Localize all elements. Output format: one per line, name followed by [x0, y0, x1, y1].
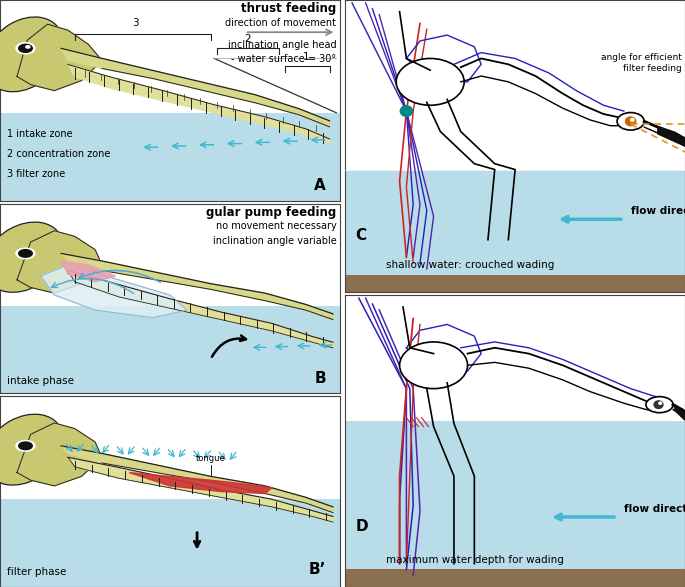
Polygon shape	[61, 446, 333, 512]
Polygon shape	[68, 65, 329, 143]
Ellipse shape	[0, 17, 64, 92]
Polygon shape	[17, 423, 102, 486]
Polygon shape	[68, 457, 333, 522]
Text: intake phase: intake phase	[7, 376, 74, 386]
Circle shape	[18, 44, 32, 52]
Ellipse shape	[0, 222, 64, 292]
Ellipse shape	[396, 59, 464, 105]
Text: 3: 3	[133, 18, 139, 28]
Polygon shape	[17, 231, 102, 293]
Circle shape	[18, 249, 32, 257]
Text: gular pump feeding: gular pump feeding	[206, 206, 336, 219]
Polygon shape	[17, 24, 102, 90]
Polygon shape	[675, 407, 685, 420]
Ellipse shape	[0, 414, 64, 485]
Text: 2: 2	[245, 34, 251, 44]
Text: flow direction: flow direction	[631, 206, 685, 217]
Polygon shape	[61, 254, 333, 319]
Bar	[345, 421, 685, 569]
Bar	[0, 113, 340, 201]
Text: 3 filter zone: 3 filter zone	[7, 169, 65, 179]
Circle shape	[651, 399, 665, 410]
Circle shape	[16, 43, 35, 54]
Text: maximum water depth for wading: maximum water depth for wading	[386, 555, 564, 565]
Text: direction of movement: direction of movement	[225, 18, 336, 28]
Circle shape	[659, 402, 662, 404]
Circle shape	[654, 401, 663, 409]
Bar	[345, 275, 685, 292]
Text: D: D	[356, 519, 368, 535]
Text: B: B	[314, 371, 326, 386]
Text: B’: B’	[309, 562, 326, 578]
Polygon shape	[61, 261, 116, 282]
Text: no movement necessary: no movement necessary	[216, 221, 336, 231]
Ellipse shape	[399, 342, 468, 389]
Polygon shape	[68, 271, 333, 348]
Bar	[345, 569, 685, 587]
Circle shape	[26, 46, 30, 48]
Text: shallow water: crouched wading: shallow water: crouched wading	[386, 260, 554, 270]
Text: A: A	[314, 178, 326, 193]
Polygon shape	[41, 265, 187, 318]
Text: inclination angle variable: inclination angle variable	[212, 237, 336, 247]
Text: C: C	[356, 228, 366, 242]
Circle shape	[18, 442, 32, 450]
Circle shape	[400, 106, 412, 116]
Polygon shape	[129, 473, 272, 494]
Circle shape	[16, 440, 35, 451]
Text: thrust feeding: thrust feeding	[241, 2, 336, 15]
Text: tongue: tongue	[196, 454, 225, 463]
Bar	[0, 499, 340, 587]
Text: 1: 1	[303, 52, 309, 62]
Circle shape	[631, 119, 634, 122]
Circle shape	[16, 248, 35, 259]
Ellipse shape	[646, 397, 673, 413]
Bar	[0, 306, 340, 393]
Text: 2 concentration zone: 2 concentration zone	[7, 149, 110, 159]
Circle shape	[625, 117, 636, 126]
Text: 1 intake zone: 1 intake zone	[7, 129, 73, 139]
Text: - water surface = 30°: - water surface = 30°	[232, 55, 336, 65]
Circle shape	[623, 115, 638, 128]
Bar	[345, 170, 685, 275]
Polygon shape	[61, 48, 329, 127]
Text: filter phase: filter phase	[7, 568, 66, 578]
Ellipse shape	[617, 113, 644, 130]
Polygon shape	[658, 126, 685, 146]
Text: inclination angle head: inclination angle head	[227, 41, 336, 50]
Text: angle for efficient
filter feeding: angle for efficient filter feeding	[601, 53, 682, 73]
Text: flow direction: flow direction	[624, 504, 685, 514]
